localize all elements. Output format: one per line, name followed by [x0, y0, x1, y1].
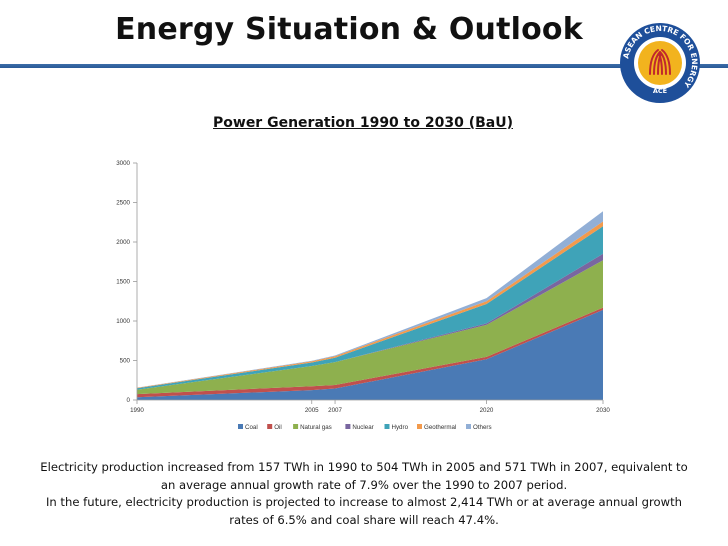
legend-swatch [345, 424, 351, 429]
legend-swatch [267, 424, 273, 429]
area-coal [137, 309, 603, 400]
area-hydro [137, 226, 603, 390]
stacked-area-series [137, 211, 603, 400]
legend-swatch [238, 424, 243, 429]
legend-swatch [293, 424, 299, 429]
legend-swatch [417, 424, 422, 429]
y-tick-label: 2000 [116, 239, 130, 246]
legend-swatch [384, 424, 390, 429]
legend-label: Geothermal [424, 424, 456, 431]
x-tick-label: 1990 [130, 407, 144, 414]
y-tick-label: 2500 [116, 200, 130, 207]
x-tick-label: 2007 [328, 407, 342, 414]
y-tick-label: 0 [127, 397, 131, 404]
legend-label: Hydro [392, 424, 409, 431]
power-generation-chart: 0 500 1000 1500 2000 2500 3000 1990 2005 2007 2020… [116, 160, 610, 431]
y-tick-label: 500 [120, 358, 131, 365]
slide-title: Energy Situation & Outlook [115, 12, 583, 47]
y-tick-label: 3000 [116, 160, 130, 167]
x-tick-label: 2005 [305, 407, 319, 414]
caption-outlook: In the future, electricity production is… [45, 495, 683, 527]
chart-legend: Coal Oil Natural gas Nuclear Hydro Geothermal… [238, 424, 492, 431]
x-tick-label: 2020 [480, 407, 494, 414]
legend-label: Nuclear [352, 424, 373, 431]
chart-caption: Electricity production increased from 15… [34, 459, 694, 529]
legend-label: Others [473, 424, 492, 431]
asean-energy-logo: ASEAN CENTRE FOR ENERGY ACE [620, 23, 700, 103]
y-tick-label: 1500 [116, 279, 130, 286]
area-natural-gas [137, 260, 603, 395]
x-tick-label: 2030 [596, 407, 610, 414]
logo-short-text: ACE [653, 87, 667, 95]
legend-label: Oil [274, 424, 282, 431]
legend-label: Coal [245, 424, 258, 431]
area-oil [137, 307, 603, 398]
legend-swatch [466, 424, 471, 429]
title-divider [0, 64, 728, 68]
chart-axes: 0 500 1000 1500 2000 2500 3000 1990 2005 2007 2020… [116, 160, 610, 414]
chart-title: Power Generation 1990 to 2030 (BaU) [213, 115, 513, 131]
legend-label: Natural gas [300, 424, 332, 431]
y-tick-label: 1000 [116, 318, 130, 325]
caption-history: Electricity production increased from 15… [40, 460, 688, 492]
